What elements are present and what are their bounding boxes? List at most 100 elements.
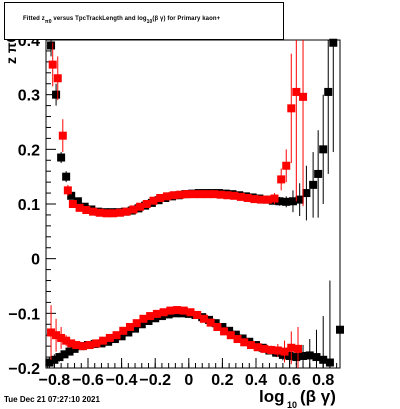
y-axis-label-text: z π0 — [3, 34, 19, 64]
y-tick-label: 0.3 — [18, 88, 40, 105]
title-part3: (β γ) for Primary kaon+ — [152, 16, 221, 22]
data-point — [166, 306, 175, 315]
data-point — [225, 326, 234, 335]
data-point — [47, 41, 56, 50]
data-point — [299, 92, 308, 101]
x-tick-label: 0.4 — [245, 372, 267, 389]
data-point — [85, 341, 94, 350]
data-point — [319, 355, 328, 364]
data-point — [89, 207, 98, 216]
data-point — [312, 353, 321, 362]
data-point — [223, 191, 232, 200]
data-point — [63, 186, 72, 195]
data-point — [132, 319, 141, 328]
data-point — [199, 314, 208, 323]
data-point — [99, 336, 108, 345]
data-point — [47, 328, 56, 337]
data-point — [226, 331, 235, 340]
data-point — [58, 131, 67, 140]
data-point — [257, 195, 266, 204]
x-tick-label: 0.2 — [211, 372, 233, 389]
data-point — [233, 335, 242, 344]
x-tick-label: −0.4 — [106, 372, 138, 389]
data-point — [305, 351, 314, 360]
x-tick-label: 0.8 — [312, 372, 334, 389]
data-point — [137, 320, 146, 329]
data-point — [277, 175, 286, 184]
data-point — [117, 332, 126, 341]
data-point — [73, 197, 82, 206]
x-tick-label: 0 — [184, 372, 193, 389]
x-axis-title-tail: (β γ) — [300, 387, 336, 406]
data-point — [67, 339, 76, 348]
data-point — [193, 310, 202, 319]
data-point — [82, 206, 91, 215]
data-point — [129, 205, 138, 214]
data-point — [68, 200, 77, 208]
data-point — [314, 169, 323, 178]
data-point — [336, 325, 344, 334]
data-point — [65, 347, 74, 356]
data-point — [324, 87, 333, 96]
data-point — [124, 328, 133, 337]
x-tick-label: −0.8 — [39, 372, 71, 389]
data-point — [126, 323, 134, 331]
data-point — [146, 312, 155, 321]
data-point — [152, 309, 161, 318]
x-tick-label: −0.6 — [72, 372, 104, 389]
chart-title: Fitted zπ0 versus TpcTrackLength and log… — [23, 16, 221, 25]
data-point — [309, 180, 318, 189]
data-point — [231, 330, 240, 339]
data-point — [299, 351, 308, 360]
data-point — [273, 346, 282, 355]
timestamp: Tue Dec 21 07:27:10 2021 — [4, 395, 100, 404]
x-tick-label: 0.6 — [278, 372, 300, 389]
data-point — [115, 208, 124, 217]
data-point — [250, 195, 259, 204]
data-point — [53, 74, 62, 83]
data-point — [288, 197, 297, 206]
data-point — [55, 353, 64, 362]
x-axis-title-sub: 10 — [287, 400, 297, 409]
y-tick-label: −0.1 — [8, 306, 40, 323]
data-point — [57, 333, 66, 342]
data-point — [45, 358, 54, 367]
data-point — [287, 343, 296, 352]
data-point — [156, 193, 165, 202]
title-sub1: π0 — [44, 19, 52, 25]
data-point — [78, 342, 87, 351]
data-point — [253, 343, 262, 352]
data-point — [325, 358, 334, 367]
data-point — [179, 306, 188, 315]
data-point — [95, 208, 104, 217]
data-point — [75, 203, 84, 212]
data-point — [176, 190, 185, 199]
data-point — [52, 90, 61, 99]
data-point — [144, 316, 153, 325]
y-tick-label: 0.1 — [18, 197, 40, 214]
data-point — [183, 190, 192, 199]
y-tick-label: −0.2 — [8, 361, 40, 378]
x-tick-labels: −0.8 −0.6 −0.4 −0.2 0 0.2 0.4 0.6 0.8 — [39, 372, 335, 389]
data-point — [159, 308, 168, 317]
data-point — [282, 197, 291, 206]
data-marks — [45, 38, 344, 368]
data-point — [105, 333, 114, 342]
data-point — [294, 344, 302, 353]
data-point — [189, 190, 198, 199]
data-point — [50, 355, 59, 364]
data-point — [196, 190, 205, 199]
data-point — [246, 341, 255, 350]
data-point — [236, 192, 245, 201]
data-point — [173, 306, 182, 315]
x-tick-label: −0.2 — [139, 372, 171, 389]
data-point — [270, 194, 279, 203]
data-point — [57, 153, 66, 162]
data-point — [218, 323, 227, 331]
data-point — [119, 326, 128, 335]
data-point — [280, 347, 289, 356]
title-sub2: 10 — [146, 19, 153, 25]
data-point — [136, 202, 145, 211]
data-point — [285, 351, 294, 360]
